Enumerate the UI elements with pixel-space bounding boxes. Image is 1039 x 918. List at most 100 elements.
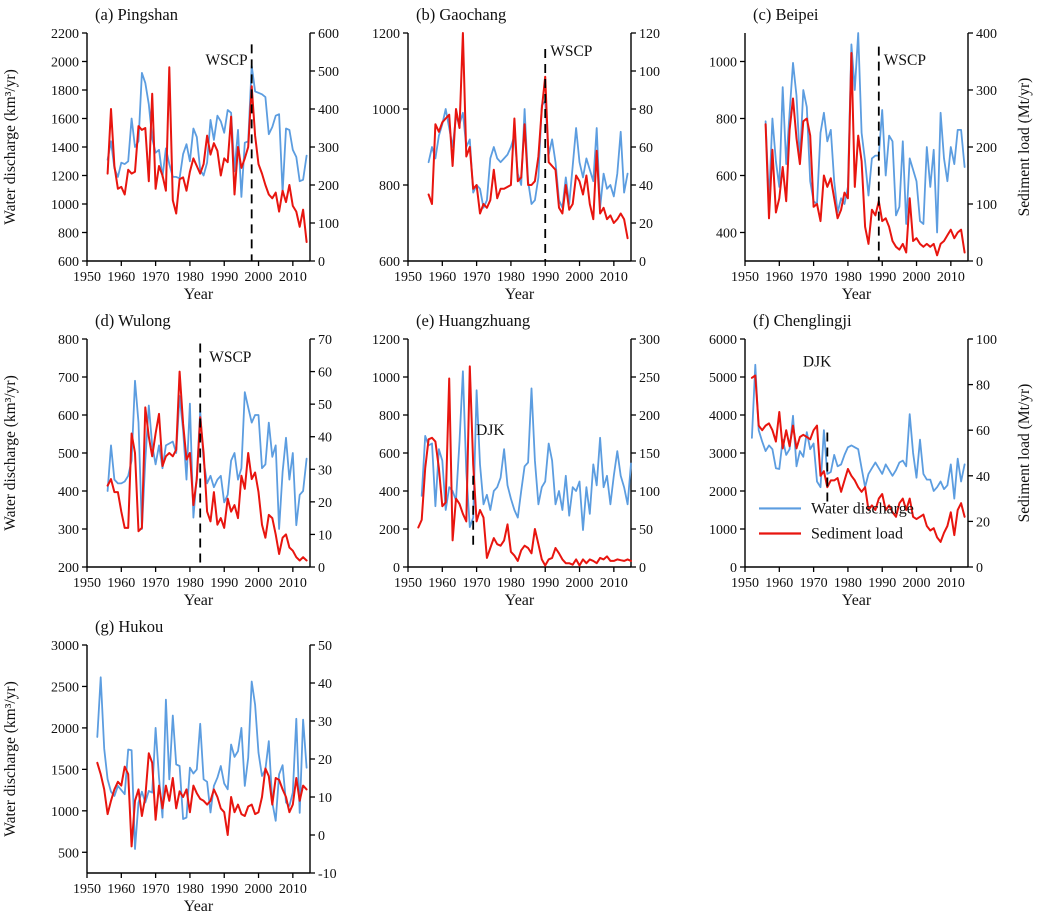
left-tick-label: 1500 [51, 763, 79, 778]
x-tick-label: 1960 [107, 882, 135, 897]
water-discharge-line [420, 370, 632, 531]
panel-title: (b) Gaochang [416, 5, 506, 24]
x-tick-label: 1970 [142, 576, 170, 591]
x-tick-label: 1990 [868, 576, 896, 591]
right-tick-label: 20 [318, 496, 332, 511]
event-vline-label: WSCP [550, 43, 592, 60]
right-tick-label: 50 [318, 639, 332, 654]
event-vline-label: WSCP [209, 349, 251, 366]
event-vline-label: DJK [803, 353, 832, 370]
right-tick-label: 300 [318, 141, 339, 156]
chart-d-wulong: 200 300 400 500 600 700 800 0 10 20 30 40 50 60 70 1950… [0, 306, 346, 612]
left-tick-label: 2000 [51, 56, 79, 71]
event-vline-label: DJK [476, 422, 505, 439]
right-tick-label: 600 [318, 27, 339, 42]
right-tick-label: 30 [318, 715, 332, 730]
x-tick-label: 2010 [937, 576, 965, 591]
chart-g-svg: 500 1000 1500 2000 2500 3000 -10 0 10 20 30 40 50 195… [2, 617, 337, 915]
left-tick-label: 800 [379, 409, 400, 424]
x-tick-label: 1980 [834, 270, 862, 285]
right-tick-label: 30 [318, 463, 332, 478]
x-tick-label: 1990 [531, 576, 559, 591]
right-tick-label: 150 [639, 447, 660, 462]
left-tick-label: 400 [58, 485, 79, 500]
x-axis-title: Year [184, 898, 214, 915]
x-tick-label: 1950 [731, 270, 759, 285]
x-tick-label: 2000 [566, 270, 594, 285]
x-tick-label: 1950 [73, 270, 101, 285]
left-tick-label: 500 [58, 447, 79, 462]
left-tick-label: 1000 [709, 523, 737, 538]
sediment-load-line [750, 374, 966, 543]
x-tick-label: 1960 [765, 576, 793, 591]
x-tick-label: 1970 [800, 270, 828, 285]
x-tick-label: 1960 [765, 270, 793, 285]
x-tick-label: 1960 [428, 270, 456, 285]
left-axis-title: Water discharge (km³/yr) [2, 69, 19, 224]
left-tick-label: 1000 [372, 103, 400, 118]
panel-title: (c) Beipei [753, 5, 819, 24]
panel-title: (e) Huangzhuang [416, 311, 530, 330]
left-tick-label: 1000 [51, 805, 79, 820]
left-tick-label: 600 [716, 170, 737, 185]
x-axis-title: Year [184, 286, 214, 303]
x-tick-label: 1970 [142, 882, 170, 897]
chart-c-svg: 400 600 800 1000 0 100 200 300 400 1950 1960 1970 19… [709, 5, 1033, 303]
x-tick-label: 1970 [463, 576, 491, 591]
x-tick-label: 1990 [868, 270, 896, 285]
sediment-load-line [417, 365, 632, 567]
right-tick-label: 80 [976, 379, 990, 394]
water-discharge-line [106, 379, 308, 530]
chart-c-beipei: 400 600 800 1000 0 100 200 300 400 1950 1960 1970 19… [684, 0, 1039, 306]
x-tick-label: 1980 [834, 576, 862, 591]
chart-b-gaochang: 600 800 1000 1200 0 20 40 60 80 100 120 1950 1960 197… [346, 0, 684, 306]
left-tick-label: 800 [58, 333, 79, 348]
panel-title: (a) Pingshan [95, 5, 178, 24]
x-tick-label: 1980 [497, 270, 525, 285]
water-discharge-line [764, 32, 966, 234]
right-tick-label: 200 [639, 409, 660, 424]
panel-title: (d) Wulong [95, 311, 171, 330]
right-tick-label: 0 [639, 561, 646, 576]
x-tick-label: 2010 [279, 576, 307, 591]
x-tick-label: 1970 [800, 576, 828, 591]
left-tick-label: 5000 [709, 371, 737, 386]
event-vline-label: WSCP [884, 52, 926, 69]
right-tick-label: 0 [318, 829, 325, 844]
x-tick-label: 2010 [279, 882, 307, 897]
chart-f-svg: 0 1000 2000 3000 4000 5000 6000 0 20 40 60 80 100 195… [709, 311, 1033, 609]
left-tick-label: 700 [58, 371, 79, 386]
left-tick-label: 1000 [709, 56, 737, 71]
left-tick-label: 300 [58, 523, 79, 538]
right-tick-label: 60 [318, 366, 332, 381]
water-discharge-line [106, 64, 308, 198]
x-axis-title: Year [184, 592, 214, 609]
left-tick-label: 800 [58, 227, 79, 242]
x-axis-title: Year [842, 286, 872, 303]
x-tick-label: 1980 [176, 270, 204, 285]
left-tick-label: 1800 [51, 84, 79, 99]
x-tick-label: 1980 [497, 576, 525, 591]
right-tick-label: 40 [318, 431, 332, 446]
right-tick-label: 10 [318, 791, 332, 806]
left-tick-label: 2000 [709, 485, 737, 500]
right-tick-label: 0 [639, 255, 646, 270]
x-tick-label: 1960 [107, 576, 135, 591]
right-tick-label: 500 [318, 65, 339, 80]
panel-title: (g) Hukou [95, 617, 163, 636]
left-tick-label: 800 [716, 113, 737, 128]
right-tick-label: 120 [639, 27, 660, 42]
right-tick-label: 60 [639, 141, 653, 156]
right-tick-label: 20 [318, 753, 332, 768]
left-tick-label: 600 [379, 447, 400, 462]
x-tick-label: 2010 [279, 270, 307, 285]
right-tick-label: -10 [318, 867, 337, 882]
x-tick-label: 1970 [463, 270, 491, 285]
left-tick-label: 2500 [51, 680, 79, 695]
right-tick-label: 50 [639, 523, 653, 538]
right-tick-label: 20 [639, 217, 653, 232]
x-tick-label: 1990 [531, 270, 559, 285]
right-tick-label: 200 [976, 141, 997, 156]
right-tick-label: 400 [318, 103, 339, 118]
left-tick-label: 600 [58, 255, 79, 270]
